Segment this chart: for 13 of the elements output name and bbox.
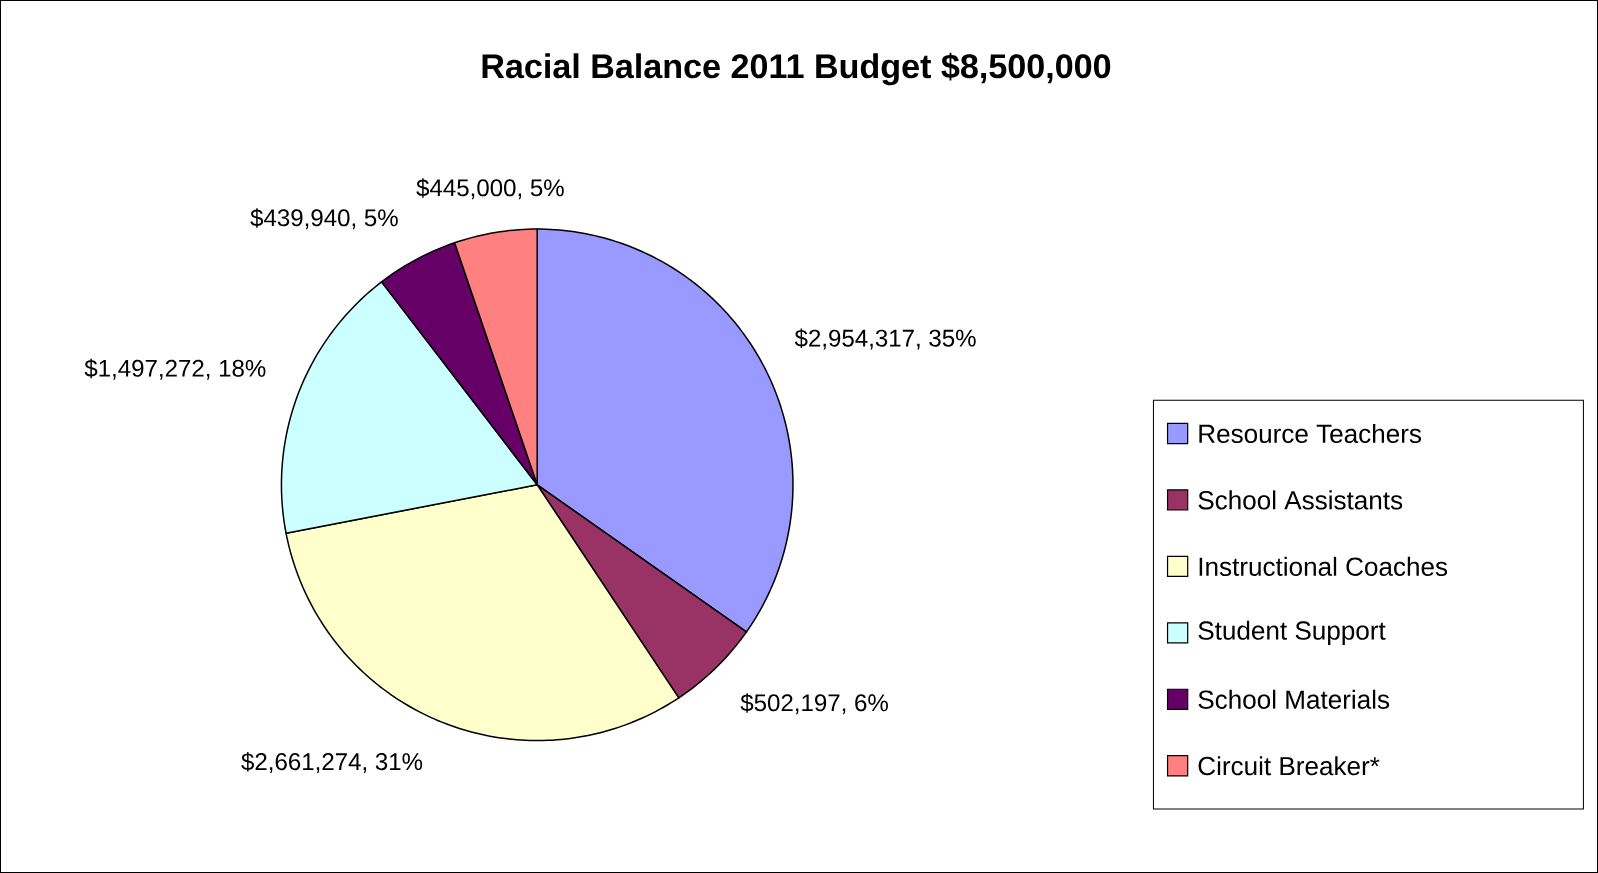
legend-label: Instructional Coaches	[1199, 556, 1448, 576]
legend-label: School Materials	[1198, 689, 1390, 709]
data-label: $439,940, 5%	[250, 208, 398, 230]
data-label: $502,197, 6%	[740, 693, 888, 715]
legend-label: Student Support	[1198, 620, 1386, 645]
data-label: $1,497,272, 18%	[84, 358, 266, 380]
data-label: $2,661,274, 31%	[241, 752, 423, 773]
chart-title: Racial Balance 2011 Budget $8,500,000	[482, 52, 1111, 86]
legend-label: Resource Teachers	[1199, 423, 1421, 444]
data-label: $2,954,317, 35%	[794, 328, 976, 350]
legend-label: Circuit Breaker*	[1198, 756, 1380, 776]
legend-label: School Assistants	[1198, 490, 1403, 510]
data-label: $445,000, 5%	[416, 178, 564, 200]
